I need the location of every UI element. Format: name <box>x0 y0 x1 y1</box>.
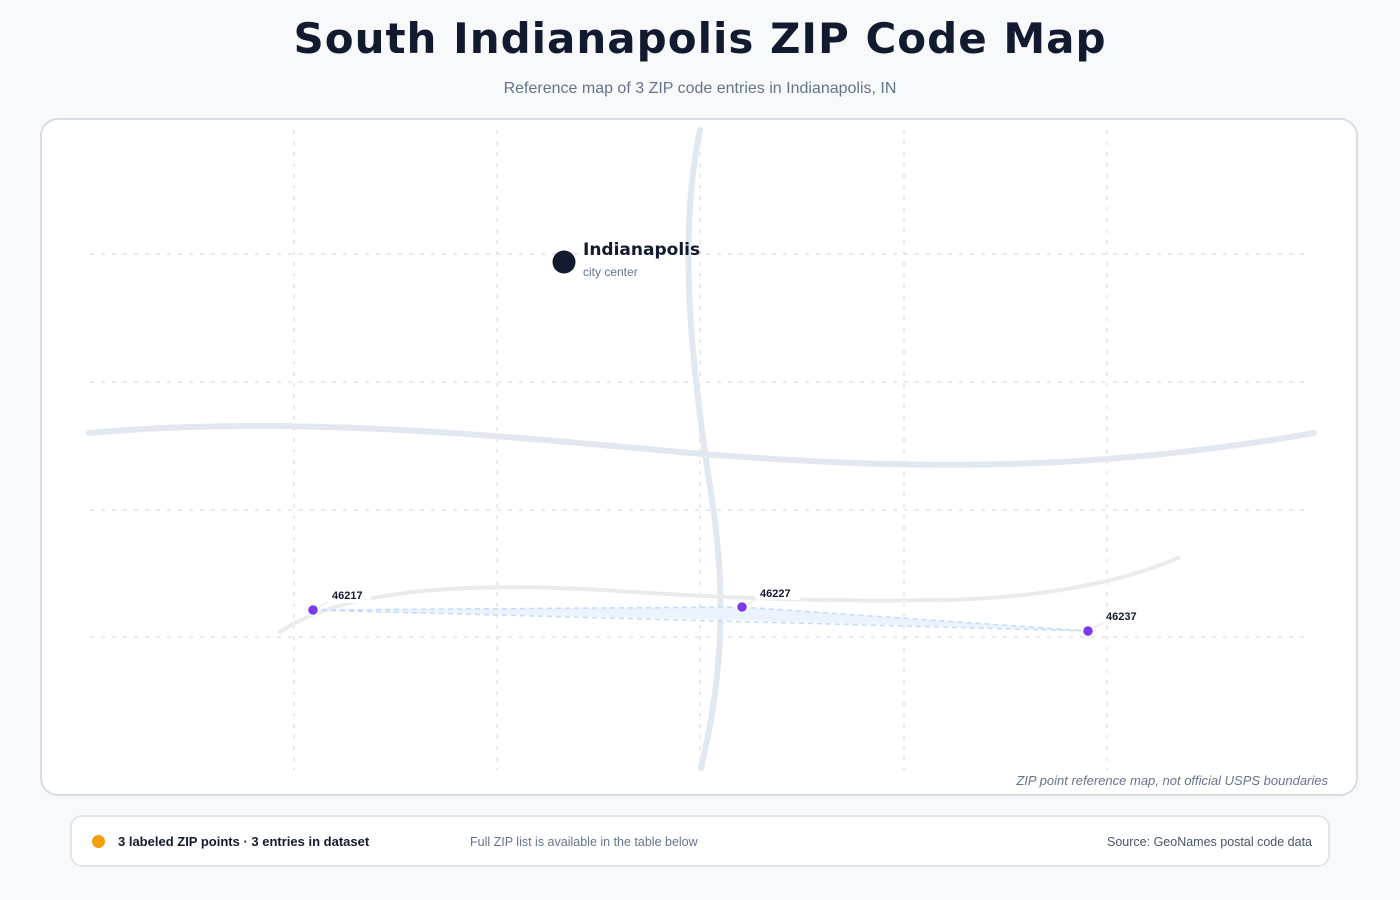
zip-point-46237[interactable]: 46237 <box>1081 607 1148 638</box>
city-center-marker[interactable]: Indianapolis city center <box>552 240 701 279</box>
page-title: South Indianapolis ZIP Code Map <box>293 14 1107 63</box>
zip-point-46217[interactable]: 46217 <box>306 587 372 617</box>
city-sublabel: city center <box>583 265 638 279</box>
map-footer: 3 labeled ZIP points · 3 entries in data… <box>70 815 1330 867</box>
city-center-dot[interactable] <box>552 250 576 274</box>
zip-list-note: Full ZIP list is available in the table … <box>470 835 698 849</box>
map-disclaimer-note: ZIP point reference map, not official US… <box>1016 773 1328 788</box>
city-name-label: Indianapolis <box>583 240 700 260</box>
highway-north-south <box>685 127 724 771</box>
data-source: Source: GeoNames postal code data <box>1107 835 1312 849</box>
zip-dot-46227[interactable] <box>735 600 749 614</box>
legend-dot-icon <box>92 835 105 848</box>
map-panel[interactable]: Indianapolis city center 46217 46227 462… <box>40 118 1358 796</box>
page-subtitle: Reference map of 3 ZIP code entries in I… <box>503 80 897 97</box>
zip-label-46237: 46237 <box>1106 611 1137 623</box>
zip-point-46227[interactable]: 46227 <box>735 584 802 614</box>
map-grid <box>90 130 1310 770</box>
local-road-south <box>278 556 1180 634</box>
legend-label: 3 labeled ZIP points · 3 entries in data… <box>118 834 370 849</box>
highway-east-west <box>86 422 1317 468</box>
zip-label-46227: 46227 <box>760 588 791 600</box>
zip-connector-lines <box>312 606 1089 632</box>
zip-dot-46237[interactable] <box>1081 624 1095 638</box>
zip-connector-band <box>313 607 1088 631</box>
map-canvas[interactable]: Indianapolis city center 46217 46227 462… <box>42 120 1358 796</box>
zip-label-46217: 46217 <box>332 590 363 602</box>
zip-dot-46217[interactable] <box>306 603 320 617</box>
